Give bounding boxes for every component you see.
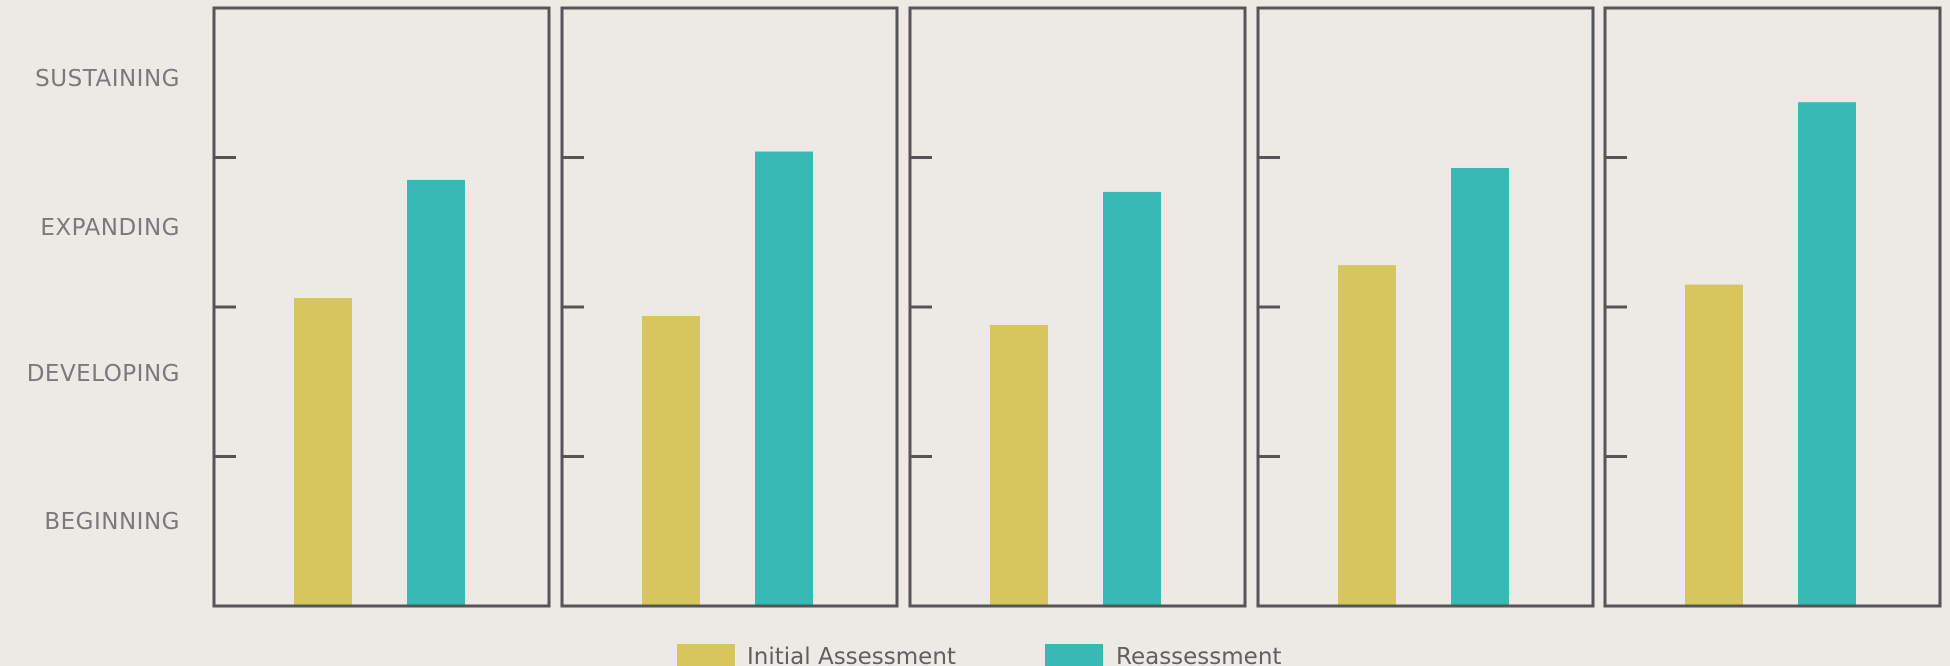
bar-reassessment — [1451, 167, 1509, 606]
bar-initial-assessment — [642, 315, 700, 606]
legend-label-reassessment: Reassessment — [1116, 644, 1281, 666]
legend: Initial Assessment Reassessment — [677, 644, 1281, 666]
y-axis-levels: SUSTAINING EXPANDING DEVELOPING BEGINNING — [27, 66, 180, 535]
bar-initial-assessment — [1338, 265, 1396, 606]
level-label-developing: DEVELOPING — [27, 361, 180, 387]
chart-panel — [1603, 6, 1942, 608]
legend-swatch-initial-assessment — [677, 644, 735, 666]
bar-initial-assessment — [990, 324, 1048, 606]
panel-frame — [560, 6, 899, 608]
chart-panel — [1256, 6, 1595, 608]
panel-frame — [1256, 6, 1595, 608]
legend-label-initial-assessment: Initial Assessment — [747, 644, 956, 666]
bar-reassessment — [1103, 191, 1161, 606]
level-label-beginning: BEGINNING — [44, 509, 180, 535]
legend-swatch-reassessment — [1045, 644, 1103, 666]
panel-frame — [908, 6, 1247, 608]
chart-panel — [560, 6, 899, 608]
panel-frame — [212, 6, 551, 608]
chart-panel — [212, 6, 551, 608]
bar-reassessment — [407, 179, 465, 607]
level-label-expanding: EXPANDING — [40, 215, 180, 241]
chart-panel — [908, 6, 1247, 608]
level-label-sustaining: SUSTAINING — [35, 66, 180, 92]
bar-reassessment — [1798, 102, 1856, 606]
bar-initial-assessment — [294, 298, 352, 606]
chart-panels — [212, 6, 1942, 608]
panel-frame — [1603, 6, 1942, 608]
bar-reassessment — [755, 151, 813, 606]
bar-initial-assessment — [1685, 284, 1743, 606]
